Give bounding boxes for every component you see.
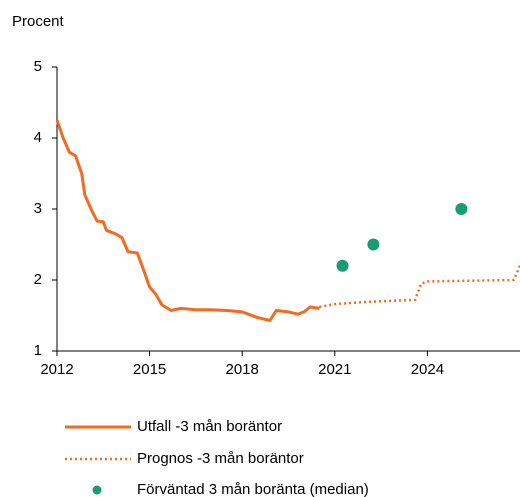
line-series — [55, 119, 320, 322]
x-tick-label: 2015 — [133, 361, 166, 378]
x-tick-label: 2024 — [411, 361, 444, 378]
y-tick-label: 3 — [34, 200, 42, 217]
data-point — [455, 203, 468, 215]
y-tick-label: 2 — [34, 271, 42, 288]
y-tick-label: 4 — [34, 129, 42, 146]
data-point — [336, 259, 349, 272]
y-tick-label: 5 — [34, 58, 42, 75]
legend-label: Utfall -3 mån boräntor — [137, 418, 282, 435]
legend-label: Prognos -3 mån boräntor — [137, 450, 304, 467]
line-series — [319, 265, 520, 309]
x-tick-label: 2021 — [318, 361, 351, 378]
data-point — [367, 238, 380, 251]
y-axis-label: Procent — [12, 13, 65, 30]
legend-label: Förväntad 3 mån boränta (median) — [137, 481, 369, 497]
y-tick-label: 1 — [34, 342, 42, 359]
x-tick-label: 2018 — [226, 361, 259, 378]
legend-swatch — [92, 485, 102, 495]
x-tick-label: 2012 — [40, 361, 73, 378]
